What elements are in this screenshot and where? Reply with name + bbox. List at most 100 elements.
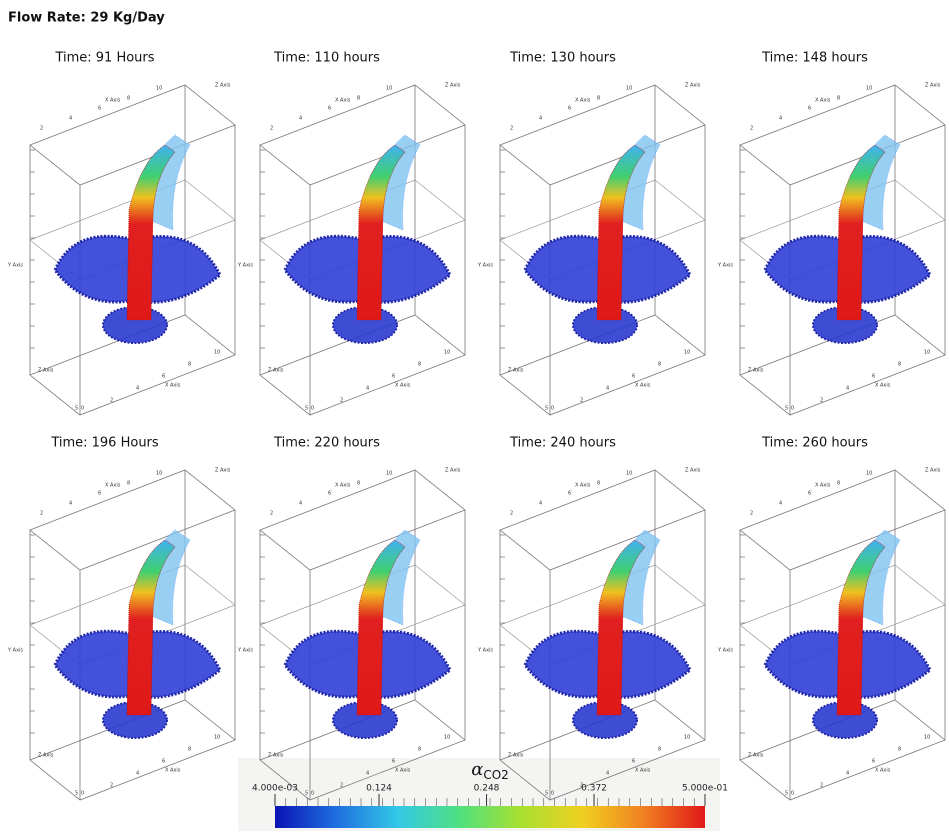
axis-tick-label: 4: [69, 501, 72, 507]
axis-label: Z Axis: [508, 753, 524, 759]
axis-tick-label: 5: [785, 406, 788, 412]
axis-label: Z Axis: [445, 468, 461, 474]
axis-tick-label: 6: [632, 759, 635, 765]
axis-tick-label: 0: [551, 791, 554, 797]
axis-label: X Axis: [875, 768, 891, 774]
axis-tick-label: 0: [311, 406, 314, 412]
figure-title: Flow Rate: 29 Kg/Day: [8, 11, 165, 26]
box-top: [29, 84, 236, 186]
axis-tick-label: 6: [328, 491, 331, 497]
axis-label: Y Axis: [477, 263, 493, 269]
axis-tick-label: 10: [386, 471, 392, 477]
colorbar-subscript: CO2: [483, 768, 508, 782]
axis-tick-label: 4: [606, 771, 609, 777]
axis-tick-label: 10: [156, 471, 162, 477]
axis-tick-label: 2: [580, 783, 583, 789]
panel-title: Time: 260 hours: [761, 436, 868, 451]
axis-label: Y Axis: [7, 648, 23, 654]
axis-label: Y Axis: [717, 263, 733, 269]
axis-tick-label: 8: [357, 96, 360, 102]
axis-label: X Axis: [395, 768, 411, 774]
axis-tick-label: 2: [750, 126, 753, 132]
axis-tick-label: 4: [366, 771, 369, 777]
axis-tick-label: 8: [597, 481, 600, 487]
plume-column: [836, 144, 886, 321]
axis-tick-label: 0: [81, 406, 84, 412]
axis-tick-label: 10: [626, 86, 632, 92]
axis-label: Z Axis: [925, 83, 941, 89]
axis-tick-label: 4: [779, 116, 782, 122]
axis-label: Z Axis: [508, 368, 524, 374]
panel-plot: X Axis Z Axis Y Axis X Axis Z Axis 2 2 4 4 6 6 8 8 10…: [717, 83, 946, 416]
axis-label: X Axis: [575, 483, 591, 489]
box-top: [499, 84, 706, 186]
axis-tick-label: 2: [110, 398, 113, 404]
axis-tick-label: 2: [510, 511, 513, 517]
box-top: [259, 469, 466, 571]
axis-tick-label: 4: [846, 386, 849, 392]
axis-label: Z Axis: [445, 83, 461, 89]
axis-tick-label: 2: [270, 511, 273, 517]
colorbar-tick-label: 0.124: [366, 784, 392, 794]
axis-label: Z Axis: [925, 468, 941, 474]
axis-tick-label: 8: [837, 481, 840, 487]
axis-tick-label: 8: [898, 747, 901, 753]
axis-tick-label: 8: [357, 481, 360, 487]
axis-tick-label: 8: [597, 96, 600, 102]
axis-tick-label: 8: [127, 96, 130, 102]
axis-tick-label: 10: [626, 471, 632, 477]
axis-tick-label: 2: [40, 126, 43, 132]
axis-label: X Axis: [395, 383, 411, 389]
plume-column: [126, 144, 176, 321]
plume-column: [836, 539, 886, 716]
axis-tick-label: 2: [820, 783, 823, 789]
axis-label: X Axis: [875, 383, 891, 389]
axis-label: Y Axis: [237, 648, 253, 654]
axis-tick-label: 10: [444, 735, 450, 741]
axis-tick-label: 8: [418, 747, 421, 753]
axis-tick-label: 10: [386, 86, 392, 92]
axis-tick-label: 8: [188, 747, 191, 753]
axis-tick-label: 10: [156, 86, 162, 92]
axis-label: X Axis: [635, 383, 651, 389]
panel-title: Time: 240 hours: [509, 436, 616, 451]
axis-tick-label: 8: [418, 362, 421, 368]
axis-tick-label: 4: [539, 116, 542, 122]
axis-tick-label: 4: [366, 386, 369, 392]
panel-plot: X Axis Z Axis Y Axis X Axis Z Axis 2 2 4 4 6 6 8 8 10…: [477, 468, 706, 801]
axis-tick-label: 5: [305, 406, 308, 412]
axis-label: Z Axis: [268, 368, 284, 374]
colorbar-symbol: α: [471, 759, 483, 780]
axis-label: Z Axis: [215, 83, 231, 89]
axis-tick-label: 4: [69, 116, 72, 122]
axis-tick-label: 6: [568, 491, 571, 497]
box-top: [499, 469, 706, 571]
colorbar-tick-label: 4.000e-03: [252, 784, 298, 794]
panel-title: Time: 110 hours: [273, 51, 380, 66]
plume-column: [126, 539, 176, 716]
axis-tick-label: 10: [684, 350, 690, 356]
axis-tick-label: 5: [545, 791, 548, 797]
plume-column: [356, 539, 406, 716]
panel-plot: X Axis Z Axis Y Axis X Axis Z Axis 2 2 4 4 6 6 8 8 10…: [7, 83, 236, 416]
axis-label: X Axis: [165, 768, 181, 774]
axis-tick-label: 6: [162, 374, 165, 380]
panel-plot: X Axis Z Axis Y Axis X Axis Z Axis 2 2 4 4 6 6 8 8 10…: [717, 468, 946, 801]
axis-tick-label: 10: [866, 86, 872, 92]
axis-label: X Axis: [105, 98, 121, 104]
axis-tick-label: 2: [820, 398, 823, 404]
axis-tick-label: 0: [791, 791, 794, 797]
axis-tick-label: 4: [539, 501, 542, 507]
axis-tick-label: 6: [328, 106, 331, 112]
axis-tick-label: 10: [924, 735, 930, 741]
axis-label: X Axis: [815, 98, 831, 104]
axis-tick-label: 2: [750, 511, 753, 517]
panel-title: Time: 148 hours: [761, 51, 868, 66]
axis-tick-label: 6: [392, 759, 395, 765]
panel-title: Time: 91 Hours: [54, 51, 154, 66]
box-top: [739, 469, 946, 571]
axis-tick-label: 10: [214, 735, 220, 741]
panel-plot: X Axis Z Axis Y Axis X Axis Z Axis 2 2 4 4 6 6 8 8 10…: [477, 83, 706, 416]
axis-tick-label: 8: [127, 481, 130, 487]
axis-tick-label: 4: [136, 771, 139, 777]
